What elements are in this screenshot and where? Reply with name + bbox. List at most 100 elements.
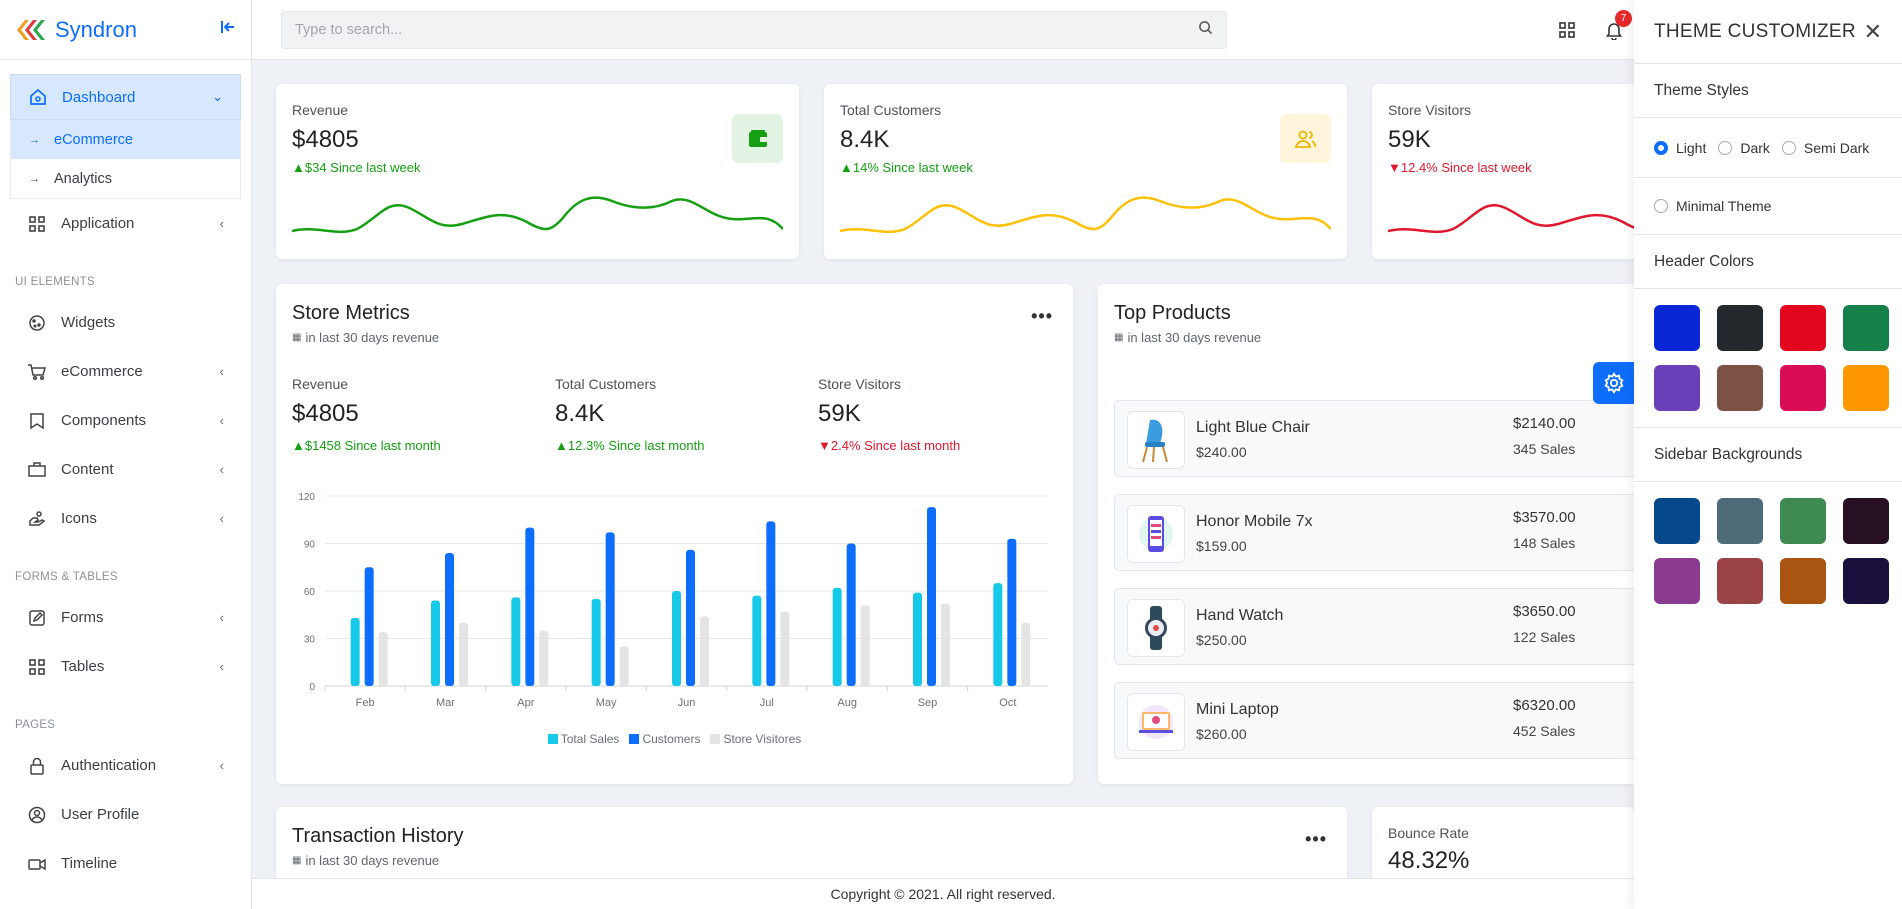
metric-customers: Total Customers 8.4K ▲12.3% Since last m…: [555, 376, 704, 453]
sidebar-item-label: Icons: [61, 510, 97, 527]
sidebar-item-components[interactable]: Components ‹: [10, 396, 241, 445]
apps-grid-icon[interactable]: [1555, 18, 1579, 42]
sidebar-item-timeline[interactable]: Timeline: [10, 839, 241, 888]
customizer-title: THEME CUSTOMIZER: [1654, 20, 1856, 42]
card-subtitle: in last 30 days revenue: [305, 853, 440, 868]
header-color-swatch-5[interactable]: [1654, 365, 1700, 411]
sidebar-item-content[interactable]: Content ‹: [10, 445, 241, 494]
theme-option-semi-dark[interactable]: Semi Dark: [1781, 139, 1870, 156]
brand-header: Syndron: [0, 0, 251, 60]
sidebar-bg-swatch-5[interactable]: [1654, 558, 1700, 604]
sidebar-item-application[interactable]: Application ‹: [10, 199, 241, 248]
header-color-swatches: [1634, 289, 1902, 428]
header-color-swatch-4[interactable]: [1843, 305, 1889, 351]
theme-styles-heading: Theme Styles: [1634, 64, 1902, 118]
more-options-button[interactable]: •••: [1305, 829, 1327, 849]
header-color-swatch-1[interactable]: [1654, 305, 1700, 351]
bar-customers: [525, 527, 535, 686]
sidebar-subitem-ecommerce[interactable]: → eCommerce: [11, 120, 240, 159]
chevron-left-icon: ‹: [219, 659, 224, 674]
minimal-theme-row: Minimal Theme: [1634, 178, 1902, 235]
header-color-swatch-6[interactable]: [1717, 365, 1763, 411]
sidebar-item-widgets[interactable]: Widgets: [10, 298, 241, 347]
y-tick-label: 90: [304, 540, 316, 551]
bar-store-visitores: [780, 611, 790, 686]
stat-value: 8.4K: [840, 126, 890, 153]
stat-title: Store Visitors: [1388, 102, 1471, 118]
sidebar-bg-swatch-8[interactable]: [1843, 558, 1889, 604]
theme-option-light[interactable]: Light: [1654, 140, 1706, 156]
header-color-swatch-3[interactable]: [1780, 305, 1826, 351]
product-sales: 345 Sales: [1513, 441, 1576, 457]
header-color-swatch-2[interactable]: [1717, 305, 1763, 351]
y-tick-label: 60: [304, 587, 316, 598]
arrow-right-icon: →: [29, 172, 40, 185]
chevron-left-icon: ‹: [219, 758, 224, 773]
bar-store-visitores: [539, 630, 549, 686]
more-options-button[interactable]: •••: [1031, 306, 1053, 326]
theme-customizer-panel: THEME CUSTOMIZER ✕ Theme Styles Light Da…: [1634, 0, 1902, 909]
bar-store-visitores: [1021, 622, 1031, 686]
sidebar-item-dashboard[interactable]: Dashboard ⌄: [10, 74, 241, 120]
bar-customers: [686, 549, 695, 686]
calendar-icon: ▦: [292, 332, 302, 343]
product-price: $250.00: [1196, 632, 1247, 648]
sidebar-bg-swatch-4[interactable]: [1843, 498, 1889, 544]
bar-customers: [1007, 538, 1017, 686]
x-tick-label: Jun: [678, 697, 696, 709]
metric-value: $4805: [292, 400, 359, 427]
sidebar-subitem-analytics[interactable]: → Analytics: [11, 159, 240, 198]
bar-total-sales: [913, 592, 922, 686]
radio-checked: [1654, 140, 1668, 155]
sidebar-item-ecommerce[interactable]: eCommerce ‹: [10, 347, 241, 396]
legend-item[interactable]: Store Visitores: [710, 732, 801, 746]
collapse-sidebar-icon[interactable]: [220, 19, 236, 40]
sidebar-bg-swatch-2[interactable]: [1717, 498, 1763, 544]
notifications-bell-icon[interactable]: 7: [1602, 10, 1632, 42]
legend-label: Customers: [642, 732, 701, 746]
header-color-swatch-8[interactable]: [1843, 365, 1889, 411]
sidebar-item-authentication[interactable]: Authentication ‹: [10, 741, 241, 790]
product-row[interactable]: Honor Mobile 7x $159.00 $3570.00 148 Sal…: [1114, 494, 1654, 571]
customizer-header: THEME CUSTOMIZER ✕: [1634, 0, 1902, 64]
grid-icon: [27, 214, 47, 234]
product-amount: $6320.00: [1513, 697, 1576, 714]
sidebar-bg-swatch-7[interactable]: [1780, 558, 1826, 604]
bar-customers: [445, 553, 454, 686]
search-box: [281, 11, 1227, 49]
logo-icon: [17, 19, 45, 40]
bar-total-sales: [752, 595, 762, 686]
sidebar-bg-swatch-6[interactable]: [1717, 558, 1763, 604]
sidebar-item-icons[interactable]: Icons ‹: [10, 494, 241, 543]
product-row[interactable]: Light Blue Chair $240.00 $2140.00 345 Sa…: [1114, 400, 1654, 477]
customers-sparkline: [840, 196, 1331, 234]
close-icon[interactable]: ✕: [1863, 18, 1882, 44]
product-row[interactable]: Mini Laptop $260.00 $6320.00 452 Sales: [1114, 682, 1654, 759]
header-color-swatch-7[interactable]: [1780, 365, 1826, 411]
legend-item[interactable]: Total Sales: [547, 732, 619, 746]
sidebar-bg-swatch-1[interactable]: [1654, 498, 1700, 544]
menu-section-label: FORMS & TABLES: [15, 571, 118, 583]
bar-store-visitores: [941, 603, 950, 686]
bar-customers: [605, 532, 615, 686]
calendar-icon: ▦: [1114, 332, 1124, 343]
settings-gear-button[interactable]: [1593, 362, 1635, 404]
sidebar-item-tables[interactable]: Tables ‹: [10, 642, 241, 691]
search-icon[interactable]: [1198, 20, 1213, 40]
revenue-sparkline: [292, 196, 783, 234]
chevron-left-icon: ‹: [219, 216, 224, 231]
sidebar-item-user-profile[interactable]: User Profile: [10, 790, 241, 839]
product-row[interactable]: Hand Watch $250.00 $3650.00 122 Sales: [1114, 588, 1654, 665]
notification-badge: 7: [1615, 10, 1632, 27]
radio-label: Semi Dark: [1803, 139, 1870, 156]
search-input[interactable]: [295, 22, 1198, 38]
legend-item[interactable]: Customers: [629, 732, 700, 746]
sidebar-bg-swatch-3[interactable]: [1780, 498, 1826, 544]
theme-option-minimal[interactable]: Minimal Theme: [1654, 198, 1771, 214]
sidebar-item-label: Dashboard: [62, 88, 136, 106]
theme-option-dark[interactable]: Dark: [1718, 140, 1770, 156]
home-icon: [28, 87, 48, 107]
product-name: Hand Watch: [1196, 607, 1284, 624]
sidebar-item-forms[interactable]: Forms ‹: [10, 593, 241, 642]
product-sales: 452 Sales: [1513, 723, 1576, 739]
